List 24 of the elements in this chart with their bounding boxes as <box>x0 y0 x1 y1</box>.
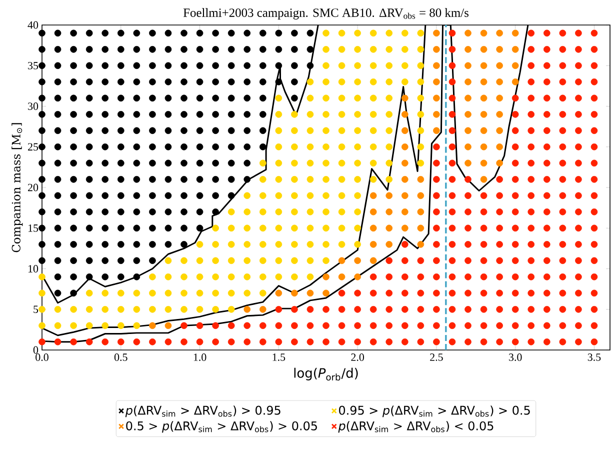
y-tick-label: 0 <box>33 346 38 354</box>
y-tick-label: 20 <box>28 184 38 192</box>
chart-title: Foellmi+2003 campaign. SMC AB10. ΔRV$_{obs}$ = 80 km/s <box>183 8 468 20</box>
y-tick-label: 30 <box>28 102 38 110</box>
y-axis-title: Companion mass [M$_{⊙}$] <box>12 123 23 252</box>
x-tick-label: 0.5 <box>114 354 128 361</box>
legend-label: 0.95 > p(ΔRV$_{sim}$ > ΔRV$_{obs}$) > 0.5 <box>339 406 530 418</box>
y-tick-label: 35 <box>28 62 38 70</box>
x-tick-label: 1.5 <box>272 354 286 361</box>
legend-label: 0.5 > p(ΔRV$_{sim}$ > ΔRV$_{obs}$) > 0.05 <box>126 421 317 433</box>
y-tick-label: 5 <box>34 306 38 314</box>
legend-label: p(ΔRV$_{sim}$ > ΔRV$_{obs}$) < 0.05 <box>338 421 494 433</box>
y-tick-label: 40 <box>28 21 38 29</box>
x-tick-label: 1.0 <box>194 354 206 361</box>
y-tick-label: 25 <box>28 143 38 151</box>
x-tick-label: 0.0 <box>36 354 48 361</box>
y-tick-label: 15 <box>28 224 38 232</box>
x-tick-label: 2.0 <box>351 354 364 361</box>
x-tick-label: 3.0 <box>509 354 522 361</box>
y-tick-label: 10 <box>28 265 38 272</box>
x-tick-label: 2.5 <box>430 354 443 361</box>
legend-label: p(ΔRV$_{sim}$ > ΔRV$_{obs}$) > 0.95 <box>125 406 280 418</box>
x-axis-title: log(P$_{orb}$/d) <box>294 368 358 381</box>
x-tick-label: 3.5 <box>588 354 601 361</box>
